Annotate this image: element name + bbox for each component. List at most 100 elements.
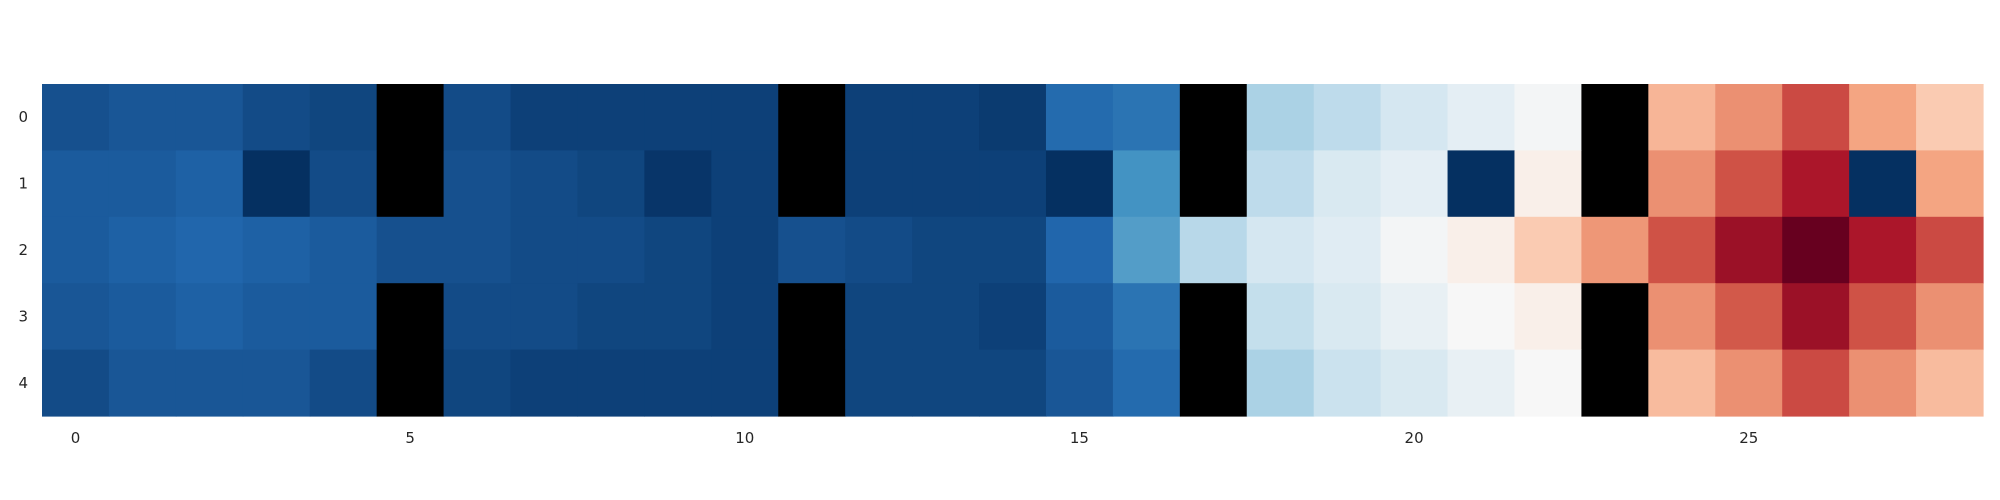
x-tick-label: 20 xyxy=(1405,429,1424,447)
heatmap-cell xyxy=(309,349,378,417)
heatmap-cell xyxy=(1849,349,1917,417)
heatmap-cell xyxy=(1112,84,1181,151)
heatmap-cell xyxy=(1849,84,1917,151)
heatmap-cell xyxy=(1045,349,1114,417)
heatmap-cell xyxy=(644,216,712,284)
heatmap-cell xyxy=(577,349,645,417)
heatmap-cell xyxy=(1313,84,1382,151)
heatmap-cell xyxy=(845,150,913,218)
heatmap-cell-masked xyxy=(376,349,445,417)
heatmap-cell xyxy=(1648,283,1716,351)
heatmap-cell xyxy=(42,349,110,417)
heatmap-cell xyxy=(711,283,779,351)
heatmap-cell xyxy=(1514,349,1583,417)
heatmap-cell xyxy=(108,84,177,151)
heatmap-cell xyxy=(711,349,779,417)
heatmap-cell xyxy=(510,283,579,351)
heatmap-cell-masked xyxy=(1179,349,1248,417)
x-tick-label: 25 xyxy=(1739,429,1758,447)
heatmap-cell-masked xyxy=(778,84,846,151)
heatmap-cell xyxy=(510,84,579,151)
heatmap-cell xyxy=(175,150,244,218)
heatmap-cell xyxy=(711,150,779,218)
heatmap-cell xyxy=(175,349,244,417)
heatmap-cell xyxy=(1380,349,1449,417)
heatmap-cell xyxy=(1045,84,1114,151)
heatmap-cell xyxy=(1715,84,1783,151)
heatmap-cell xyxy=(443,283,512,351)
heatmap-cell xyxy=(1246,283,1315,351)
heatmap-cell xyxy=(1313,349,1382,417)
heatmap-cell xyxy=(1916,349,1984,417)
heatmap-cell xyxy=(1916,216,1984,284)
heatmap-cell xyxy=(1782,283,1850,351)
heatmap-cell xyxy=(42,283,110,351)
heatmap-cell xyxy=(1514,150,1583,218)
heatmap-cell xyxy=(1514,216,1583,284)
heatmap-cell xyxy=(1648,349,1716,417)
heatmap-cell xyxy=(778,216,846,284)
heatmap-cell xyxy=(644,349,712,417)
y-axis: 0 1 2 3 4 xyxy=(18,108,28,392)
heatmap-cell-masked xyxy=(1179,84,1248,151)
heatmap-cell xyxy=(1648,84,1716,151)
heatmap-cell xyxy=(242,283,311,351)
heatmap-cell xyxy=(979,84,1047,151)
heatmap-cell xyxy=(912,283,980,351)
heatmap-cell-masked xyxy=(376,84,445,151)
heatmap-cell xyxy=(1447,150,1516,218)
heatmap-cell xyxy=(1916,84,1984,151)
heatmap-cell-masked xyxy=(778,150,846,218)
heatmap-cell xyxy=(1581,216,1649,284)
heatmap-cell xyxy=(242,216,311,284)
y-tick-label: 3 xyxy=(18,307,28,325)
heatmap-cell xyxy=(644,84,712,151)
heatmap-cell xyxy=(979,216,1047,284)
heatmap-cell-masked xyxy=(1581,150,1649,218)
heatmap-cell xyxy=(1782,150,1850,218)
heatmap-cell xyxy=(979,349,1047,417)
heatmap-cell xyxy=(1179,216,1248,284)
heatmap-cell xyxy=(1447,84,1516,151)
heatmap-cell xyxy=(1916,150,1984,218)
heatmap-cell xyxy=(108,216,177,284)
heatmap-cell xyxy=(1849,150,1917,218)
heatmap-cell xyxy=(309,216,378,284)
heatmap-cell-masked xyxy=(1179,150,1248,218)
heatmap-cell xyxy=(1447,349,1516,417)
heatmap-cell xyxy=(1380,84,1449,151)
heatmap-cell xyxy=(1715,216,1783,284)
x-tick-label: 0 xyxy=(71,429,81,447)
heatmap-cell xyxy=(1849,216,1917,284)
heatmap-cell xyxy=(309,283,378,351)
y-tick-label: 2 xyxy=(18,241,28,259)
heatmap-cell xyxy=(175,283,244,351)
x-tick-label: 5 xyxy=(405,429,415,447)
heatmap-cell-masked xyxy=(1581,283,1649,351)
heatmap-cell xyxy=(510,349,579,417)
heatmap-cell xyxy=(1045,216,1114,284)
heatmap-cell xyxy=(1782,349,1850,417)
heatmap-cell xyxy=(1648,216,1716,284)
heatmap-cell xyxy=(845,349,913,417)
heatmap-cell xyxy=(108,283,177,351)
heatmap-cell xyxy=(912,84,980,151)
heatmap-cell-masked xyxy=(376,150,445,218)
heatmap-cell xyxy=(912,150,980,218)
heatmap-cell xyxy=(443,84,512,151)
heatmap-cell xyxy=(577,216,645,284)
heatmap-cell xyxy=(510,150,579,218)
heatmap-cell xyxy=(242,150,311,218)
heatmap-cell xyxy=(1045,150,1114,218)
heatmap-cell xyxy=(1313,150,1382,218)
heatmap-cell xyxy=(577,283,645,351)
heatmap-cell xyxy=(1246,150,1315,218)
heatmap-cell xyxy=(577,84,645,151)
heatmap-cell xyxy=(1715,349,1783,417)
heatmap-cell xyxy=(912,216,980,284)
heatmap-cell xyxy=(1447,216,1516,284)
heatmap-cell-masked xyxy=(1179,283,1248,351)
heatmap-cell xyxy=(577,150,645,218)
heatmap-cell xyxy=(510,216,579,284)
